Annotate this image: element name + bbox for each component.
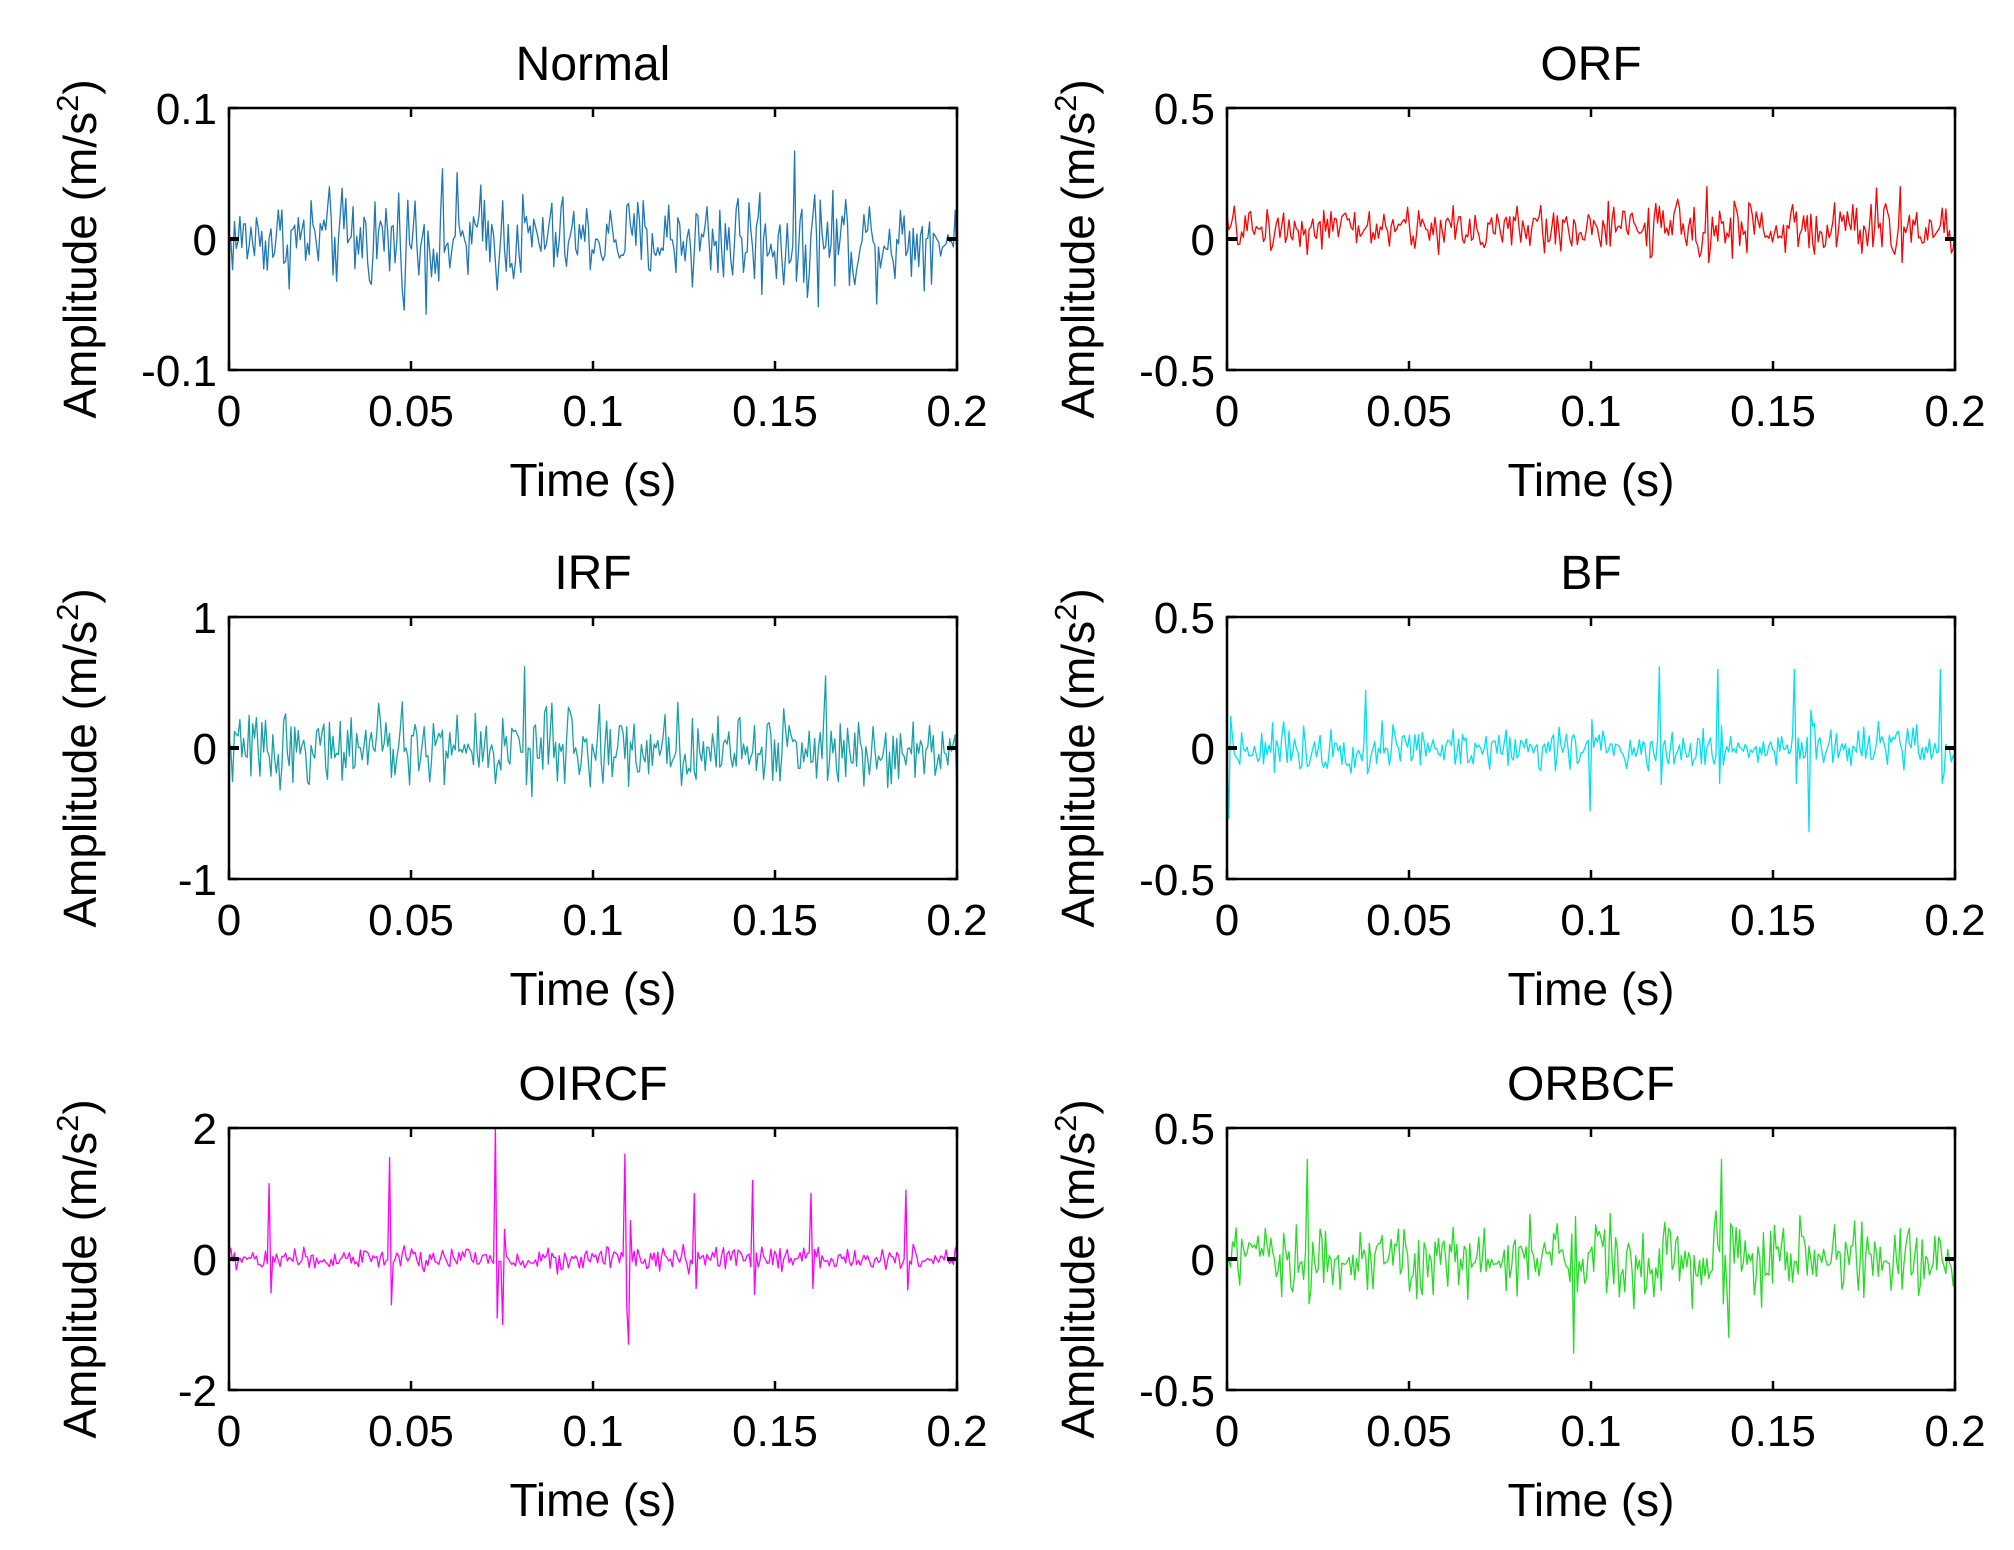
y-axis-label: Amplitude (m/s2) bbox=[50, 588, 106, 927]
y-tick-label: 0.5 bbox=[1154, 1105, 1215, 1154]
signal-trace bbox=[1226, 185, 1956, 264]
x-tick-label: 0.1 bbox=[562, 896, 623, 945]
y-axis-label-superscript: 2 bbox=[1048, 604, 1083, 621]
x-tick-label: 0 bbox=[217, 896, 241, 945]
y-axis-label-superscript: 2 bbox=[50, 95, 85, 112]
y-tick-label: 0.5 bbox=[1154, 594, 1215, 643]
y-tick-label: -0.5 bbox=[1139, 1367, 1215, 1416]
y-axis-label-close: ) bbox=[1052, 79, 1104, 94]
x-tick-label: 0.2 bbox=[926, 896, 987, 945]
x-tick-label: 0.15 bbox=[1730, 1407, 1816, 1456]
y-tick-label: 0.5 bbox=[1154, 85, 1215, 134]
x-tick-label: 0.15 bbox=[732, 896, 818, 945]
x-tick-label: 0 bbox=[1215, 1407, 1239, 1456]
x-tick-label: 0.2 bbox=[1924, 1407, 1985, 1456]
x-tick-label: 0.05 bbox=[368, 896, 454, 945]
y-tick-label: -1 bbox=[178, 856, 217, 905]
y-axis-label-text: Amplitude (m/s bbox=[54, 621, 106, 928]
x-tick-label: 0.05 bbox=[1366, 896, 1452, 945]
y-tick-label: 2 bbox=[193, 1105, 217, 1154]
y-axis-label: Amplitude (m/s2) bbox=[1048, 79, 1104, 418]
y-axis-label-text: Amplitude (m/s bbox=[1052, 112, 1104, 419]
x-tick-label: 0.15 bbox=[732, 387, 818, 436]
y-tick-label: -0.5 bbox=[1139, 856, 1215, 905]
y-tick-label: 0 bbox=[1191, 725, 1215, 774]
chart-title: ORF bbox=[1540, 38, 1641, 91]
x-tick-label: 0.2 bbox=[926, 1407, 987, 1456]
y-axis-label-text: Amplitude (m/s bbox=[1052, 621, 1104, 928]
signal-trace bbox=[1226, 1158, 1956, 1354]
y-tick-label: 0 bbox=[193, 725, 217, 774]
y-axis-label-superscript: 2 bbox=[50, 604, 85, 621]
x-tick-label: 0.05 bbox=[1366, 387, 1452, 436]
x-tick-label: 0.1 bbox=[1560, 896, 1621, 945]
x-tick-label: 0.15 bbox=[732, 1407, 818, 1456]
x-tick-label: 0.1 bbox=[1560, 387, 1621, 436]
x-tick-label: 0.05 bbox=[1366, 1407, 1452, 1456]
x-tick-label: 0.1 bbox=[562, 387, 623, 436]
x-tick-label: 0.2 bbox=[1924, 387, 1985, 436]
y-tick-label: -2 bbox=[178, 1367, 217, 1416]
chart-title: Normal bbox=[516, 38, 671, 91]
x-tick-label: 0 bbox=[1215, 387, 1239, 436]
x-axis-label: Time (s) bbox=[1508, 963, 1675, 1015]
y-tick-label: 0 bbox=[193, 216, 217, 265]
y-tick-label: -0.1 bbox=[141, 347, 217, 396]
x-tick-label: 0 bbox=[217, 387, 241, 436]
y-axis-label-text: Amplitude (m/s bbox=[54, 112, 106, 419]
y-tick-label: 0.1 bbox=[156, 85, 217, 134]
y-tick-label: 0 bbox=[1191, 1236, 1215, 1285]
x-tick-label: 0 bbox=[1215, 896, 1239, 945]
y-axis-label-text: Amplitude (m/s bbox=[1052, 1132, 1104, 1439]
y-axis-label-close: ) bbox=[54, 1099, 106, 1114]
x-tick-label: 0.05 bbox=[368, 1407, 454, 1456]
y-tick-label: 1 bbox=[193, 594, 217, 643]
x-axis-label: Time (s) bbox=[510, 454, 677, 506]
y-axis-label: Amplitude (m/s2) bbox=[50, 79, 106, 418]
x-tick-label: 0.1 bbox=[562, 1407, 623, 1456]
x-axis-label: Time (s) bbox=[1508, 454, 1675, 506]
x-axis-label: Time (s) bbox=[510, 963, 677, 1015]
y-tick-label: 0 bbox=[193, 1236, 217, 1285]
y-axis-label-superscript: 2 bbox=[50, 1115, 85, 1132]
y-axis-label-close: ) bbox=[1052, 1099, 1104, 1114]
x-axis-label: Time (s) bbox=[510, 1474, 677, 1526]
y-axis-label: Amplitude (m/s2) bbox=[50, 1099, 106, 1438]
chart-title: IRF bbox=[554, 547, 631, 600]
y-axis-label: Amplitude (m/s2) bbox=[1048, 1099, 1104, 1438]
chart-title: BF bbox=[1560, 547, 1621, 600]
x-tick-label: 0.1 bbox=[1560, 1407, 1621, 1456]
x-tick-label: 0.2 bbox=[1924, 896, 1985, 945]
y-axis-label-superscript: 2 bbox=[1048, 1115, 1083, 1132]
y-tick-label: -0.5 bbox=[1139, 347, 1215, 396]
y-axis-label-close: ) bbox=[54, 588, 106, 603]
signal-trace bbox=[228, 1127, 958, 1345]
x-tick-label: 0.15 bbox=[1730, 896, 1816, 945]
x-axis-label: Time (s) bbox=[1508, 1474, 1675, 1526]
y-axis-label-text: Amplitude (m/s bbox=[54, 1132, 106, 1439]
y-axis-label-close: ) bbox=[1052, 588, 1104, 603]
y-axis-label-superscript: 2 bbox=[1048, 95, 1083, 112]
x-tick-label: 0 bbox=[217, 1407, 241, 1456]
x-tick-label: 0.2 bbox=[926, 387, 987, 436]
y-tick-label: 0 bbox=[1191, 216, 1215, 265]
chart-title: OIRCF bbox=[518, 1058, 667, 1111]
signal-trace bbox=[228, 666, 958, 798]
chart-title: ORBCF bbox=[1507, 1058, 1675, 1111]
y-axis-label-close: ) bbox=[54, 79, 106, 94]
x-tick-label: 0.05 bbox=[368, 387, 454, 436]
signal-trace bbox=[228, 150, 958, 315]
y-axis-label: Amplitude (m/s2) bbox=[1048, 588, 1104, 927]
x-tick-label: 0.15 bbox=[1730, 387, 1816, 436]
signal-trace bbox=[1226, 666, 1956, 833]
